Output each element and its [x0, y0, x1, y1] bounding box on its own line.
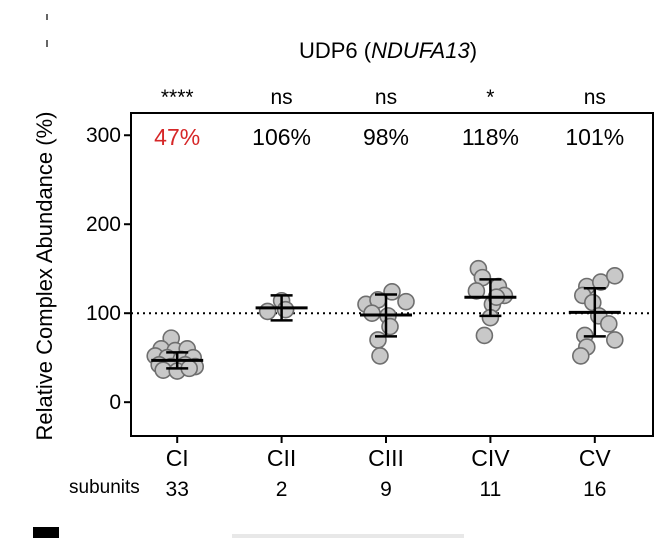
x-tick-label: CI [166, 445, 189, 471]
data-point [599, 315, 618, 333]
data-point [363, 304, 381, 323]
data-point [381, 317, 399, 336]
percent-label: 101% [565, 124, 624, 150]
subunit-count: 2 [276, 478, 288, 501]
x-tick-label: CIII [368, 445, 404, 471]
significance-label: ns [584, 86, 606, 109]
y-tick-label: 100 [86, 302, 121, 325]
fragment-panel-letter [33, 527, 59, 538]
x-tick-label: CII [267, 445, 296, 471]
subunits-label: subunits [69, 477, 140, 498]
subunit-count: 33 [166, 478, 189, 501]
significance-label: ns [375, 86, 397, 109]
data-point [258, 302, 277, 321]
data-point [397, 292, 415, 311]
data-point [605, 267, 624, 285]
y-tick-label: 200 [86, 213, 121, 236]
percent-label: 47% [154, 124, 200, 150]
data-point [475, 326, 494, 345]
data-point [467, 282, 486, 300]
percent-label: 98% [363, 124, 409, 150]
percent-label: 106% [252, 124, 311, 150]
data-point [571, 347, 590, 365]
data-point [383, 283, 401, 301]
x-tick-label: CIV [471, 445, 510, 471]
significance-label: **** [161, 86, 194, 109]
fragment-next-title [232, 534, 464, 538]
subunit-count: 11 [479, 478, 501, 501]
subunit-count: 16 [583, 478, 606, 501]
y-tick-label: 300 [86, 124, 121, 147]
data-point [605, 331, 624, 349]
data-point [276, 300, 295, 319]
percent-label: 118% [462, 124, 519, 150]
chart-title: UDP6 (NDUFA13) [299, 38, 477, 63]
data-point [369, 331, 387, 349]
y-axis-label: Relative Complex Abundance (%) [32, 112, 57, 441]
chart-title-gene: NDUFA13 [371, 38, 470, 63]
plot-frame [130, 112, 654, 437]
significance-label: * [486, 86, 494, 109]
significance-label: ns [271, 86, 293, 109]
x-tick-label: CV [579, 445, 612, 471]
y-tick-label: 0 [109, 391, 121, 414]
data-point [371, 347, 389, 365]
subunit-count: 9 [380, 478, 392, 501]
